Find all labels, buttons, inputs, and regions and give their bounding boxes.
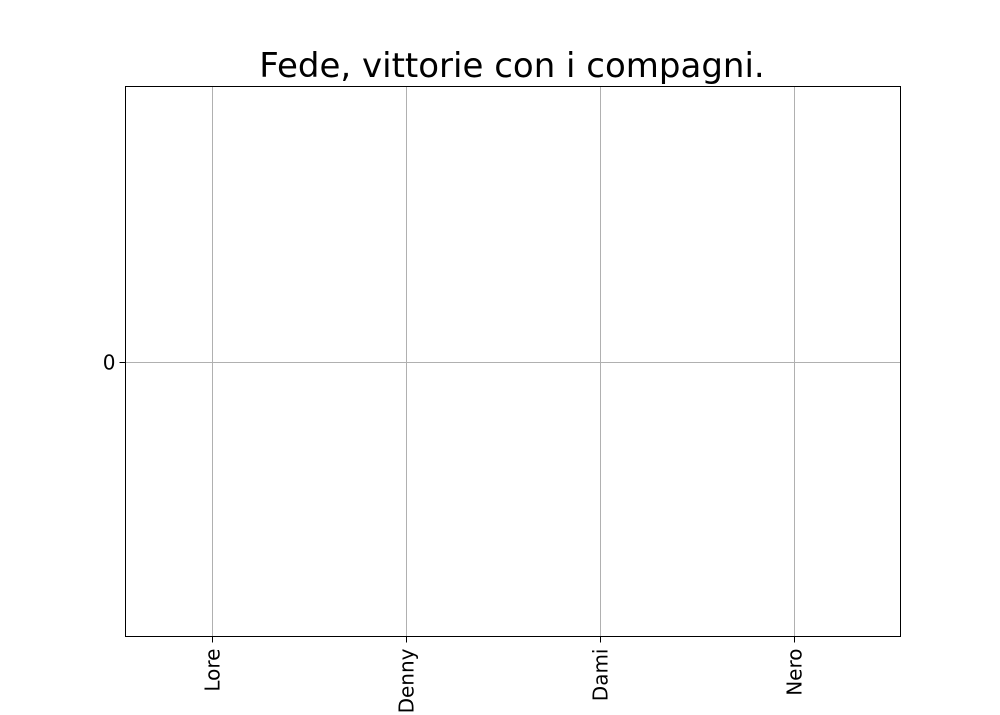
plot-frame <box>125 86 901 637</box>
y-tick-label: 0 <box>103 351 116 375</box>
x-tick-label: Nero <box>783 649 807 696</box>
y-axis-ticks: 0 <box>103 351 126 375</box>
grid-lines <box>125 86 901 637</box>
x-tick-label: Lore <box>201 649 225 692</box>
chart-title: Fede, vittorie con i compagni. <box>259 46 764 86</box>
x-tick-label: Dami <box>589 649 613 702</box>
x-tick-label: Denny <box>395 648 419 713</box>
x-axis-ticks: Lore Denny Dami Nero <box>201 636 807 713</box>
